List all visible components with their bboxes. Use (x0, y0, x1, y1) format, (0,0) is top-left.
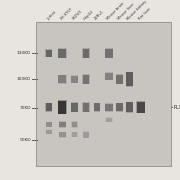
Bar (46, 122, 51, 127)
Bar (83, 75, 89, 84)
Bar (58, 75, 67, 84)
Bar (46, 130, 51, 134)
Bar (116, 103, 123, 112)
Bar (45, 49, 52, 57)
Bar (105, 103, 113, 112)
Bar (137, 102, 145, 113)
Text: Rat liver: Rat liver (138, 7, 152, 21)
Bar (71, 103, 78, 112)
Bar (116, 74, 123, 84)
Bar (46, 122, 52, 127)
Text: 50KD: 50KD (19, 138, 31, 142)
Text: Jurkat: Jurkat (46, 10, 57, 21)
Bar (58, 75, 66, 83)
Bar (58, 49, 66, 58)
Bar (105, 49, 113, 58)
Bar (59, 132, 66, 137)
Bar (105, 72, 113, 80)
Bar (83, 49, 89, 58)
Bar (71, 121, 78, 128)
Bar (82, 74, 90, 84)
Bar (58, 101, 66, 114)
Text: 22Rv1: 22Rv1 (94, 9, 105, 21)
Bar (105, 117, 112, 122)
Bar (82, 48, 90, 58)
Bar (83, 103, 89, 112)
Bar (71, 76, 78, 83)
Bar (46, 50, 52, 57)
Bar (106, 118, 112, 122)
Bar (71, 75, 78, 83)
Bar (59, 132, 66, 138)
Bar (116, 103, 123, 111)
Bar (58, 48, 67, 58)
Bar (126, 72, 133, 86)
Bar (46, 129, 52, 134)
Text: PLXNB2: PLXNB2 (174, 105, 180, 110)
Text: SKOV3: SKOV3 (72, 9, 83, 21)
Bar (36, 22, 171, 166)
Bar (59, 122, 66, 127)
Text: 130KD: 130KD (17, 51, 31, 55)
Bar (36, 22, 171, 166)
Bar (82, 102, 90, 112)
Bar (105, 48, 113, 58)
Bar (83, 131, 89, 138)
Bar (136, 101, 145, 113)
Bar (105, 103, 113, 111)
Bar (45, 103, 52, 112)
Bar (94, 103, 100, 111)
Text: 70KD: 70KD (19, 106, 31, 110)
Bar (71, 132, 78, 138)
Bar (46, 103, 52, 111)
Bar (72, 132, 77, 137)
Text: Mouse kidney: Mouse kidney (127, 0, 148, 21)
Text: 100KD: 100KD (17, 77, 31, 81)
Text: Mouse brain: Mouse brain (106, 1, 125, 21)
Bar (94, 103, 100, 112)
Bar (116, 75, 123, 84)
Text: SH-SY5Y: SH-SY5Y (60, 6, 74, 21)
Bar (59, 121, 66, 128)
Bar (58, 100, 67, 114)
Text: HepG2: HepG2 (83, 9, 95, 21)
Bar (83, 132, 89, 138)
Bar (72, 122, 77, 127)
Bar (126, 102, 133, 113)
Bar (71, 102, 78, 112)
Bar (126, 102, 133, 112)
Text: Mouse liver: Mouse liver (117, 2, 135, 21)
Bar (105, 73, 113, 80)
Bar (126, 72, 133, 87)
